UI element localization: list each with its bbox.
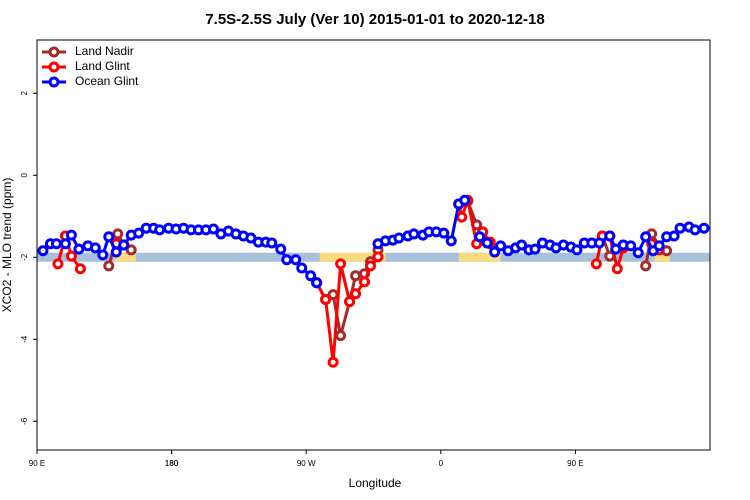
data-point [112, 228, 124, 240]
data-point [474, 231, 486, 243]
data-point [640, 260, 652, 272]
data-point [125, 244, 137, 256]
data-point [408, 228, 420, 240]
data-point [103, 231, 115, 243]
data-point [456, 211, 468, 223]
data-point [438, 227, 450, 239]
data-point [133, 227, 145, 239]
y-tick-label: 2 [20, 91, 29, 96]
y-tick-label: -2 [20, 253, 29, 261]
data-point [365, 260, 377, 272]
data-point [65, 229, 77, 241]
data-point [653, 240, 665, 252]
data-point [359, 276, 371, 288]
data-point [89, 242, 101, 254]
data-point [52, 258, 64, 270]
data-point [320, 294, 332, 306]
data-point [344, 296, 356, 308]
y-axis-label: XCO2 - MLO trend (ppm) [0, 178, 14, 313]
data-point [103, 260, 115, 272]
legend-label: Land Glint [75, 59, 130, 73]
data-point [59, 238, 71, 250]
data-point [604, 230, 616, 242]
data-point [266, 237, 278, 249]
data-point [118, 239, 130, 251]
data-point [529, 243, 541, 255]
data-point [154, 224, 166, 236]
data-point [311, 277, 323, 289]
data-point [481, 237, 493, 249]
data-point [110, 246, 122, 258]
data-point [335, 258, 347, 270]
x-tick-label: 180 [165, 459, 179, 468]
data-point [674, 222, 686, 234]
data-point [516, 239, 528, 251]
data-point [327, 356, 339, 368]
data-point [296, 262, 308, 274]
data-point [350, 270, 362, 282]
data-point [97, 249, 109, 261]
y-tick-label: -6 [20, 417, 29, 425]
data-point [632, 247, 644, 259]
x-tick-label: 90 E [567, 459, 583, 468]
plot-frame [36, 39, 711, 451]
x-tick-label: 90 E [29, 459, 45, 468]
data-point [495, 240, 507, 252]
data-point [37, 245, 49, 257]
data-point [489, 246, 501, 258]
data-point [611, 263, 623, 275]
legend-label: Ocean Glint [75, 74, 139, 88]
data-point [698, 222, 710, 234]
data-point [305, 270, 317, 282]
series-line [107, 199, 668, 336]
data-point [207, 223, 219, 235]
data-point [640, 231, 652, 243]
data-point [275, 243, 287, 255]
data-point [74, 263, 86, 275]
data-point [281, 254, 293, 266]
data-point [372, 251, 384, 263]
data-point [65, 250, 77, 262]
x-tick-label: 90 W [297, 459, 316, 468]
data-point [590, 258, 602, 270]
data-point [668, 230, 680, 242]
x-tick-label: 180 [165, 459, 179, 468]
y-tick-label: -4 [20, 335, 29, 343]
data-point [393, 232, 405, 244]
legend-label: Land Nadir [75, 44, 134, 58]
data-point [350, 288, 362, 300]
data-point [290, 254, 302, 266]
data-point [625, 240, 637, 252]
legend-marker [48, 61, 60, 73]
data-point [73, 243, 85, 255]
data-point [593, 237, 605, 249]
y-tick-label: 0 [20, 173, 29, 178]
data-point [445, 235, 457, 247]
legend-marker [48, 76, 60, 88]
data-point [689, 224, 701, 236]
chart-title: 7.5S-2.5S July (Ver 10) 2015-01-01 to 20… [205, 11, 544, 28]
x-axis-label: Longitude [349, 476, 402, 490]
x-tick-label: 0 [439, 459, 444, 468]
data-point [459, 194, 471, 206]
legend-marker [48, 46, 60, 58]
data-point [335, 330, 347, 342]
data-point [571, 244, 583, 256]
data-point [50, 238, 62, 250]
